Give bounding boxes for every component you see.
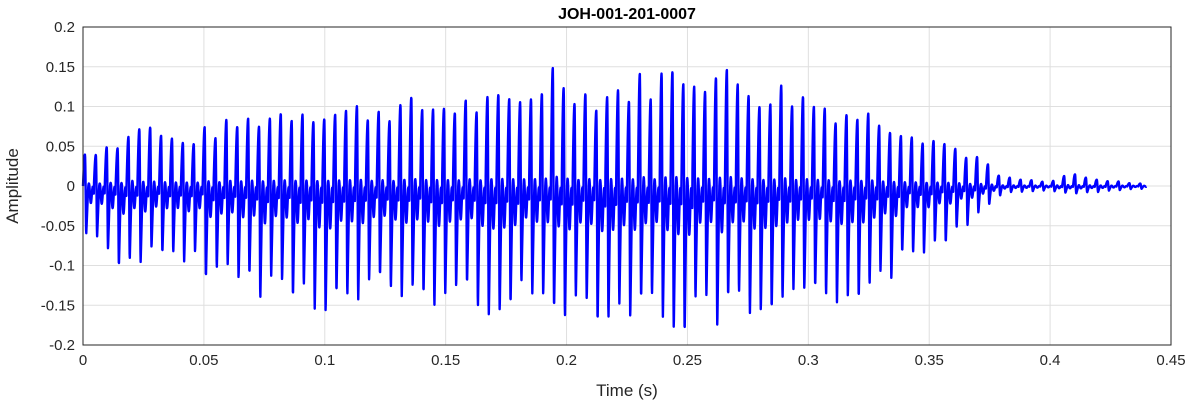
- x-tick-label: 0.35: [915, 352, 944, 369]
- y-tick-label: 0.2: [54, 19, 75, 36]
- chart-title: JOH-001-201-0007: [558, 6, 696, 23]
- y-tick-label: 0: [67, 178, 75, 195]
- x-axis-label: Time (s): [596, 381, 658, 400]
- x-tick-label: 0: [79, 352, 87, 369]
- x-tick-labels: 0 0.05 0.1 0.15 0.2 0.25 0.3 0.35 0.4 0.45: [79, 352, 1186, 369]
- x-tick-label: 0.4: [1040, 352, 1061, 369]
- x-tick-label: 0.1: [314, 352, 335, 369]
- x-tick-label: 0.3: [798, 352, 819, 369]
- y-tick-label: 0.1: [54, 99, 75, 116]
- y-tick-label: 0.05: [46, 138, 75, 155]
- y-tick-label: -0.2: [49, 337, 75, 354]
- y-tick-label: -0.1: [49, 258, 75, 275]
- x-tick-label: 0.45: [1156, 352, 1185, 369]
- y-tick-labels: 0.2 0.15 0.1 0.05 0 -0.05 -0.1 -0.15 -0.2: [41, 19, 75, 354]
- y-axis-label: Amplitude: [3, 148, 22, 224]
- x-tick-label: 0.25: [673, 352, 702, 369]
- waveform-line: [81, 66, 1148, 329]
- y-tick-label: 0.15: [46, 59, 75, 76]
- x-tick-label: 0.2: [556, 352, 577, 369]
- axes-frame: [82, 26, 1172, 346]
- y-tick-label: -0.15: [41, 297, 75, 314]
- x-tick-label: 0.15: [431, 352, 460, 369]
- data-series: [81, 66, 1148, 329]
- y-tick-label: -0.05: [41, 218, 75, 235]
- x-tick-label: 0.05: [189, 352, 218, 369]
